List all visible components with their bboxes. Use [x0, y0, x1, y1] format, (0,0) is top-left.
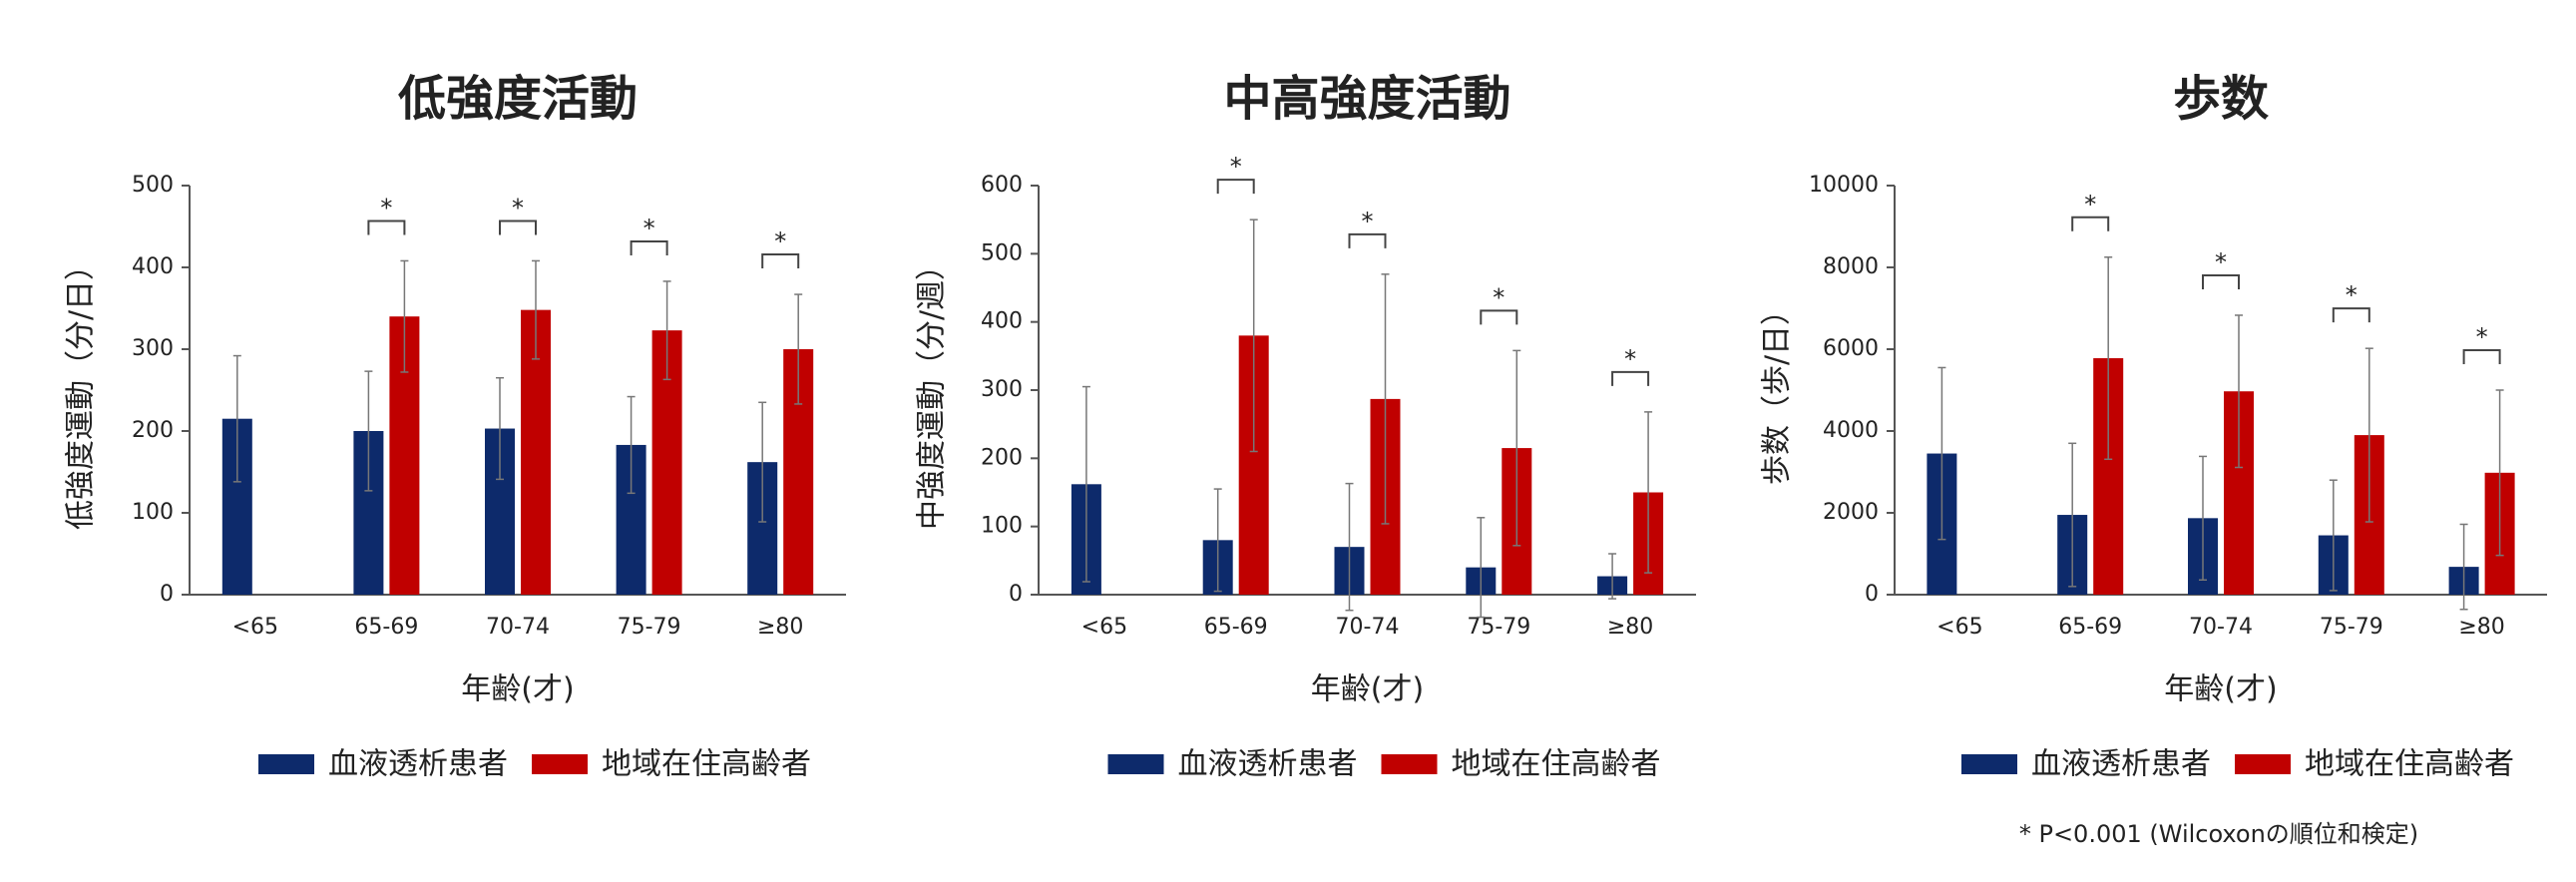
- y-tick-label: 100: [981, 514, 1023, 539]
- y-tick-label: 500: [132, 173, 174, 198]
- significance-label: *: [2084, 191, 2096, 219]
- y-tick-label: 200: [132, 418, 174, 443]
- chart-title: 低強度活動: [398, 71, 638, 127]
- legend-label: 血液透析患者: [2031, 747, 2211, 782]
- y-axis-title: 中強度運動（分/週）: [915, 250, 950, 530]
- x-tick-label: 70-74: [1336, 615, 1400, 640]
- legend-label: 地域在住高齢者: [602, 747, 811, 782]
- significance-bracket: [2462, 349, 2501, 364]
- y-tick-label: 10000: [1809, 173, 1879, 198]
- x-tick-label: <65: [232, 615, 278, 640]
- legend-label: 地域在住高齢者: [1452, 747, 1661, 782]
- y-tick-label: 6000: [1823, 336, 1879, 361]
- legend-swatch: [1961, 754, 2017, 774]
- significance-bracket: [1480, 309, 1518, 325]
- significance-bracket: [1216, 179, 1255, 195]
- significance-bracket: [630, 239, 668, 255]
- legend-swatch: [1381, 754, 1438, 774]
- significance-label: *: [1624, 345, 1636, 373]
- x-tick-label: ≥80: [2458, 615, 2504, 640]
- y-tick-label: 8000: [1823, 254, 1879, 279]
- legend-swatch: [532, 754, 588, 774]
- x-tick-label: 75-79: [2320, 615, 2383, 640]
- significance-bracket: [2332, 307, 2370, 323]
- x-tick-label: 75-79: [1467, 615, 1530, 640]
- significance-bracket: [1611, 370, 1650, 386]
- x-tick-label: 65-69: [1204, 615, 1268, 640]
- x-tick-label: 75-79: [618, 615, 681, 640]
- legend-label: 地域在住高齢者: [2305, 747, 2514, 782]
- x-tick-label: 70-74: [2189, 615, 2253, 640]
- significance-label: *: [512, 194, 524, 221]
- chart-title: 中高強度活動: [1223, 71, 1510, 127]
- y-tick-label: 500: [981, 240, 1023, 265]
- significance-label: *: [1362, 208, 1374, 235]
- y-axis-title: 歩数（歩/日）: [1760, 295, 1795, 485]
- legend-label: 血液透析患者: [328, 747, 508, 782]
- y-tick-label: 300: [981, 377, 1023, 402]
- y-tick-label: 300: [132, 336, 174, 361]
- y-axis-title-group: 低強度運動（分/日）: [64, 250, 99, 530]
- y-tick-label: 0: [1865, 582, 1879, 607]
- significance-label: *: [644, 215, 655, 242]
- y-tick-label: 600: [981, 173, 1023, 198]
- legend-label: 血液透析患者: [1178, 747, 1358, 782]
- y-tick-label: 400: [981, 309, 1023, 334]
- significance-label: *: [1230, 153, 1242, 181]
- x-tick-label: ≥80: [757, 615, 803, 640]
- x-tick-label: <65: [1081, 615, 1127, 640]
- y-tick-label: 2000: [1823, 500, 1879, 525]
- significance-bracket: [2071, 216, 2110, 231]
- significance-bracket: [1348, 232, 1387, 248]
- x-axis-title: 年齢(才): [1311, 672, 1424, 707]
- x-tick-label: ≥80: [1607, 615, 1653, 640]
- significance-bracket: [761, 253, 800, 269]
- y-tick-label: 0: [1009, 582, 1023, 607]
- y-axis-title-group: 中強度運動（分/週）: [915, 250, 950, 530]
- legend-swatch: [258, 754, 314, 774]
- x-tick-label: <65: [1936, 615, 1982, 640]
- y-axis-title-group: 歩数（歩/日）: [1760, 295, 1795, 485]
- significance-label: *: [2346, 281, 2358, 309]
- y-tick-label: 0: [160, 582, 174, 607]
- y-axis-title: 低強度運動（分/日）: [64, 250, 99, 530]
- legend-swatch: [1107, 754, 1164, 774]
- legend-swatch: [2235, 754, 2291, 774]
- significance-bracket: [499, 220, 537, 235]
- x-tick-label: 70-74: [486, 615, 550, 640]
- chart-title: 歩数: [2173, 71, 2269, 127]
- footnote: * P<0.001 (Wilcoxonの順位和検定): [2019, 820, 2418, 848]
- significance-label: *: [2215, 248, 2227, 276]
- x-tick-label: 65-69: [354, 615, 418, 640]
- y-tick-label: 4000: [1823, 418, 1879, 443]
- x-axis-title: 年齢(才): [2164, 672, 2277, 707]
- significance-label: *: [774, 227, 786, 255]
- y-tick-label: 200: [981, 445, 1023, 470]
- significance-bracket: [2202, 273, 2240, 289]
- y-tick-label: 400: [132, 254, 174, 279]
- significance-label: *: [380, 194, 392, 221]
- significance-bracket: [367, 220, 406, 235]
- x-tick-label: 65-69: [2058, 615, 2122, 640]
- significance-label: *: [2476, 323, 2488, 351]
- y-tick-label: 100: [132, 500, 174, 525]
- significance-label: *: [1493, 283, 1504, 311]
- x-axis-title: 年齢(才): [461, 672, 574, 707]
